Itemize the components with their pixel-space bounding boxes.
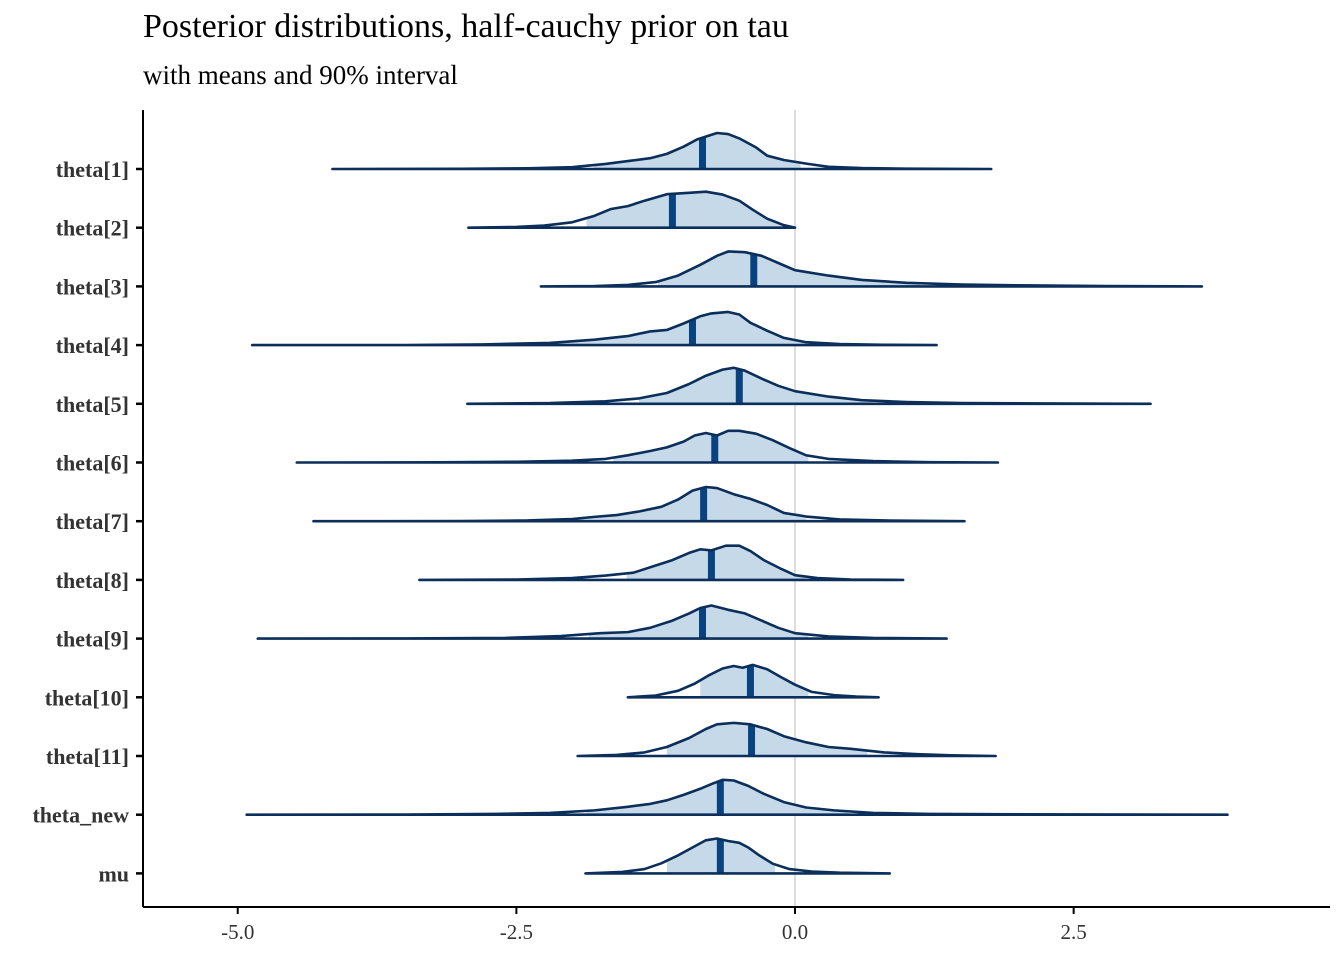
density-outline-theta2	[467, 190, 797, 229]
density-outline-theta3	[539, 250, 1204, 288]
density-outline-theta-new	[245, 778, 1229, 816]
y-tick-label-theta1: theta[1]	[56, 157, 129, 182]
density-outline-theta10	[626, 663, 880, 699]
density-outline-theta1	[331, 131, 993, 171]
density-outline-theta5	[466, 366, 1152, 406]
interval-area-theta10	[700, 664, 809, 698]
interval-area-theta11	[666, 722, 868, 756]
density-outline-theta7	[312, 485, 966, 523]
density-outline-theta11	[576, 721, 997, 758]
y-tick-label-theta3: theta[3]	[56, 274, 129, 299]
x-tick-label-1: -2.5	[500, 920, 533, 944]
density-outline-theta9	[256, 604, 948, 640]
density-outline-theta8	[418, 544, 905, 582]
y-tick-label-theta9: theta[9]	[56, 627, 129, 652]
interval-area-theta4	[556, 311, 807, 346]
y-tick-label-mu: mu	[98, 861, 129, 886]
x-tick-label-2: 0.0	[782, 920, 808, 944]
y-tick-label-theta10: theta[10]	[45, 685, 129, 710]
interval-area-theta8	[626, 545, 807, 580]
x-tick-label-3: 2.5	[1061, 920, 1087, 944]
y-tick-label-theta5: theta[5]	[56, 392, 129, 417]
y-tick-label-theta-new: theta_new	[32, 803, 129, 828]
y-tick-label-theta7: theta[7]	[56, 509, 129, 534]
density-outline-theta6	[295, 429, 1000, 464]
chart-title: Posterior distributions, half-cauchy pri…	[143, 8, 789, 45]
density-outline-theta4	[250, 310, 938, 347]
y-tick-label-theta2: theta[2]	[56, 216, 129, 241]
y-tick-label-theta11: theta[11]	[46, 744, 129, 769]
density-outline-mu	[584, 837, 892, 875]
x-tick-label-0: -5.0	[221, 920, 254, 944]
y-tick-label-theta6: theta[6]	[56, 451, 129, 476]
chart-subtitle: with means and 90% interval	[143, 60, 458, 90]
y-tick-label-theta8: theta[8]	[56, 568, 129, 593]
interval-area-theta2	[586, 191, 784, 228]
interval-area-theta6	[613, 430, 809, 463]
y-tick-label-theta4: theta[4]	[56, 333, 129, 358]
